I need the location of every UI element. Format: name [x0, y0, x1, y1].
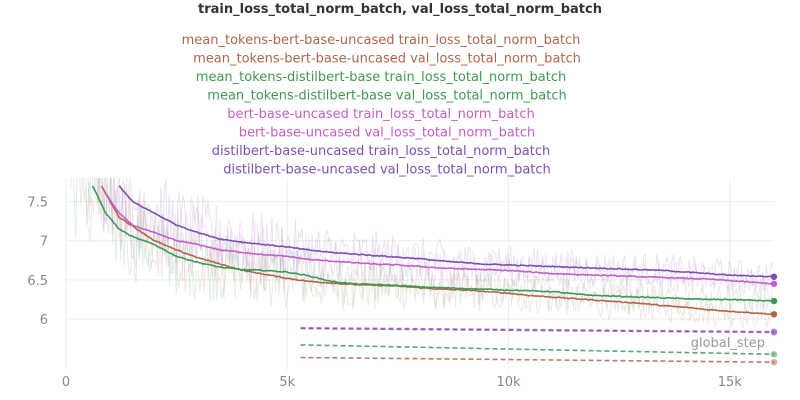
series-lines: [91, 185, 774, 363]
chart-title: train_loss_total_norm_batch, val_loss_to…: [198, 2, 602, 17]
legend-entry-6: bert-base-uncased val_loss_total_norm_ba…: [239, 126, 536, 141]
y-axis: 6 6.5 7 7.5: [27, 196, 48, 329]
x-tick-label: 15k: [718, 375, 743, 390]
legend-entry-1: mean_tokens-bert-base-uncased train_loss…: [182, 33, 581, 48]
series-line-2: [300, 356, 774, 363]
y-tick-label: 7: [40, 235, 48, 250]
series-end-point-1: [770, 311, 778, 318]
x-tick-label: 5k: [279, 375, 295, 390]
grid: [65, 178, 774, 370]
y-tick-label: 7.5: [27, 196, 48, 211]
legend: mean_tokens-bert-base-uncased train_loss…: [182, 33, 581, 178]
legend-entry-7: distilbert-base-uncased train_loss_total…: [212, 144, 551, 159]
series-line-7: [118, 185, 774, 278]
x-axis-label: global_step: [691, 336, 765, 351]
legend-entry-5: bert-base-uncased train_loss_total_norm_…: [227, 107, 535, 122]
series-raw-trace-1: [79, 178, 774, 329]
series-line-1: [100, 185, 774, 316]
series-line-5: [105, 193, 774, 285]
legend-entry-3: mean_tokens-distilbert-base train_loss_t…: [196, 70, 566, 85]
x-tick-label: 0: [62, 375, 70, 390]
series-end-point-3: [770, 297, 778, 305]
series-end-point-2: [770, 358, 778, 366]
series-end-point-8: [770, 329, 778, 336]
series-end-points: [770, 273, 778, 366]
legend-entry-4: mean_tokens-distilbert-base val_loss_tot…: [207, 89, 566, 104]
series-end-point-5: [770, 280, 778, 287]
y-tick-label: 6: [40, 313, 48, 328]
series-end-point-7: [770, 273, 778, 280]
series-line-4: [300, 344, 774, 356]
series-end-point-4: [770, 351, 778, 358]
y-tick-label: 6.5: [27, 274, 48, 289]
legend-entry-8: distilbert-base-uncased val_loss_total_n…: [223, 163, 551, 178]
series-line-3: [91, 185, 774, 302]
x-axis: 0 5k 10k 15k: [62, 375, 742, 390]
x-tick-label: 10k: [496, 375, 521, 390]
legend-entry-2: mean_tokens-bert-base-uncased val_loss_t…: [193, 52, 581, 67]
series-line-8: [300, 327, 774, 334]
